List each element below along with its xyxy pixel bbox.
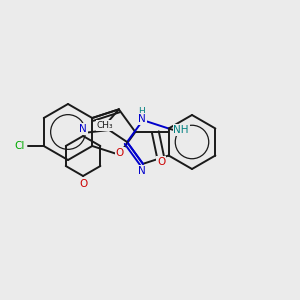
- Text: O: O: [79, 179, 87, 189]
- Text: O: O: [157, 157, 166, 167]
- Text: Cl: Cl: [15, 141, 25, 151]
- Text: N: N: [79, 124, 87, 134]
- Text: O: O: [116, 148, 124, 158]
- Text: CH₃: CH₃: [97, 121, 113, 130]
- Text: N: N: [138, 166, 146, 176]
- Text: N: N: [138, 114, 146, 124]
- Text: H: H: [139, 107, 145, 116]
- Text: NH: NH: [173, 125, 189, 135]
